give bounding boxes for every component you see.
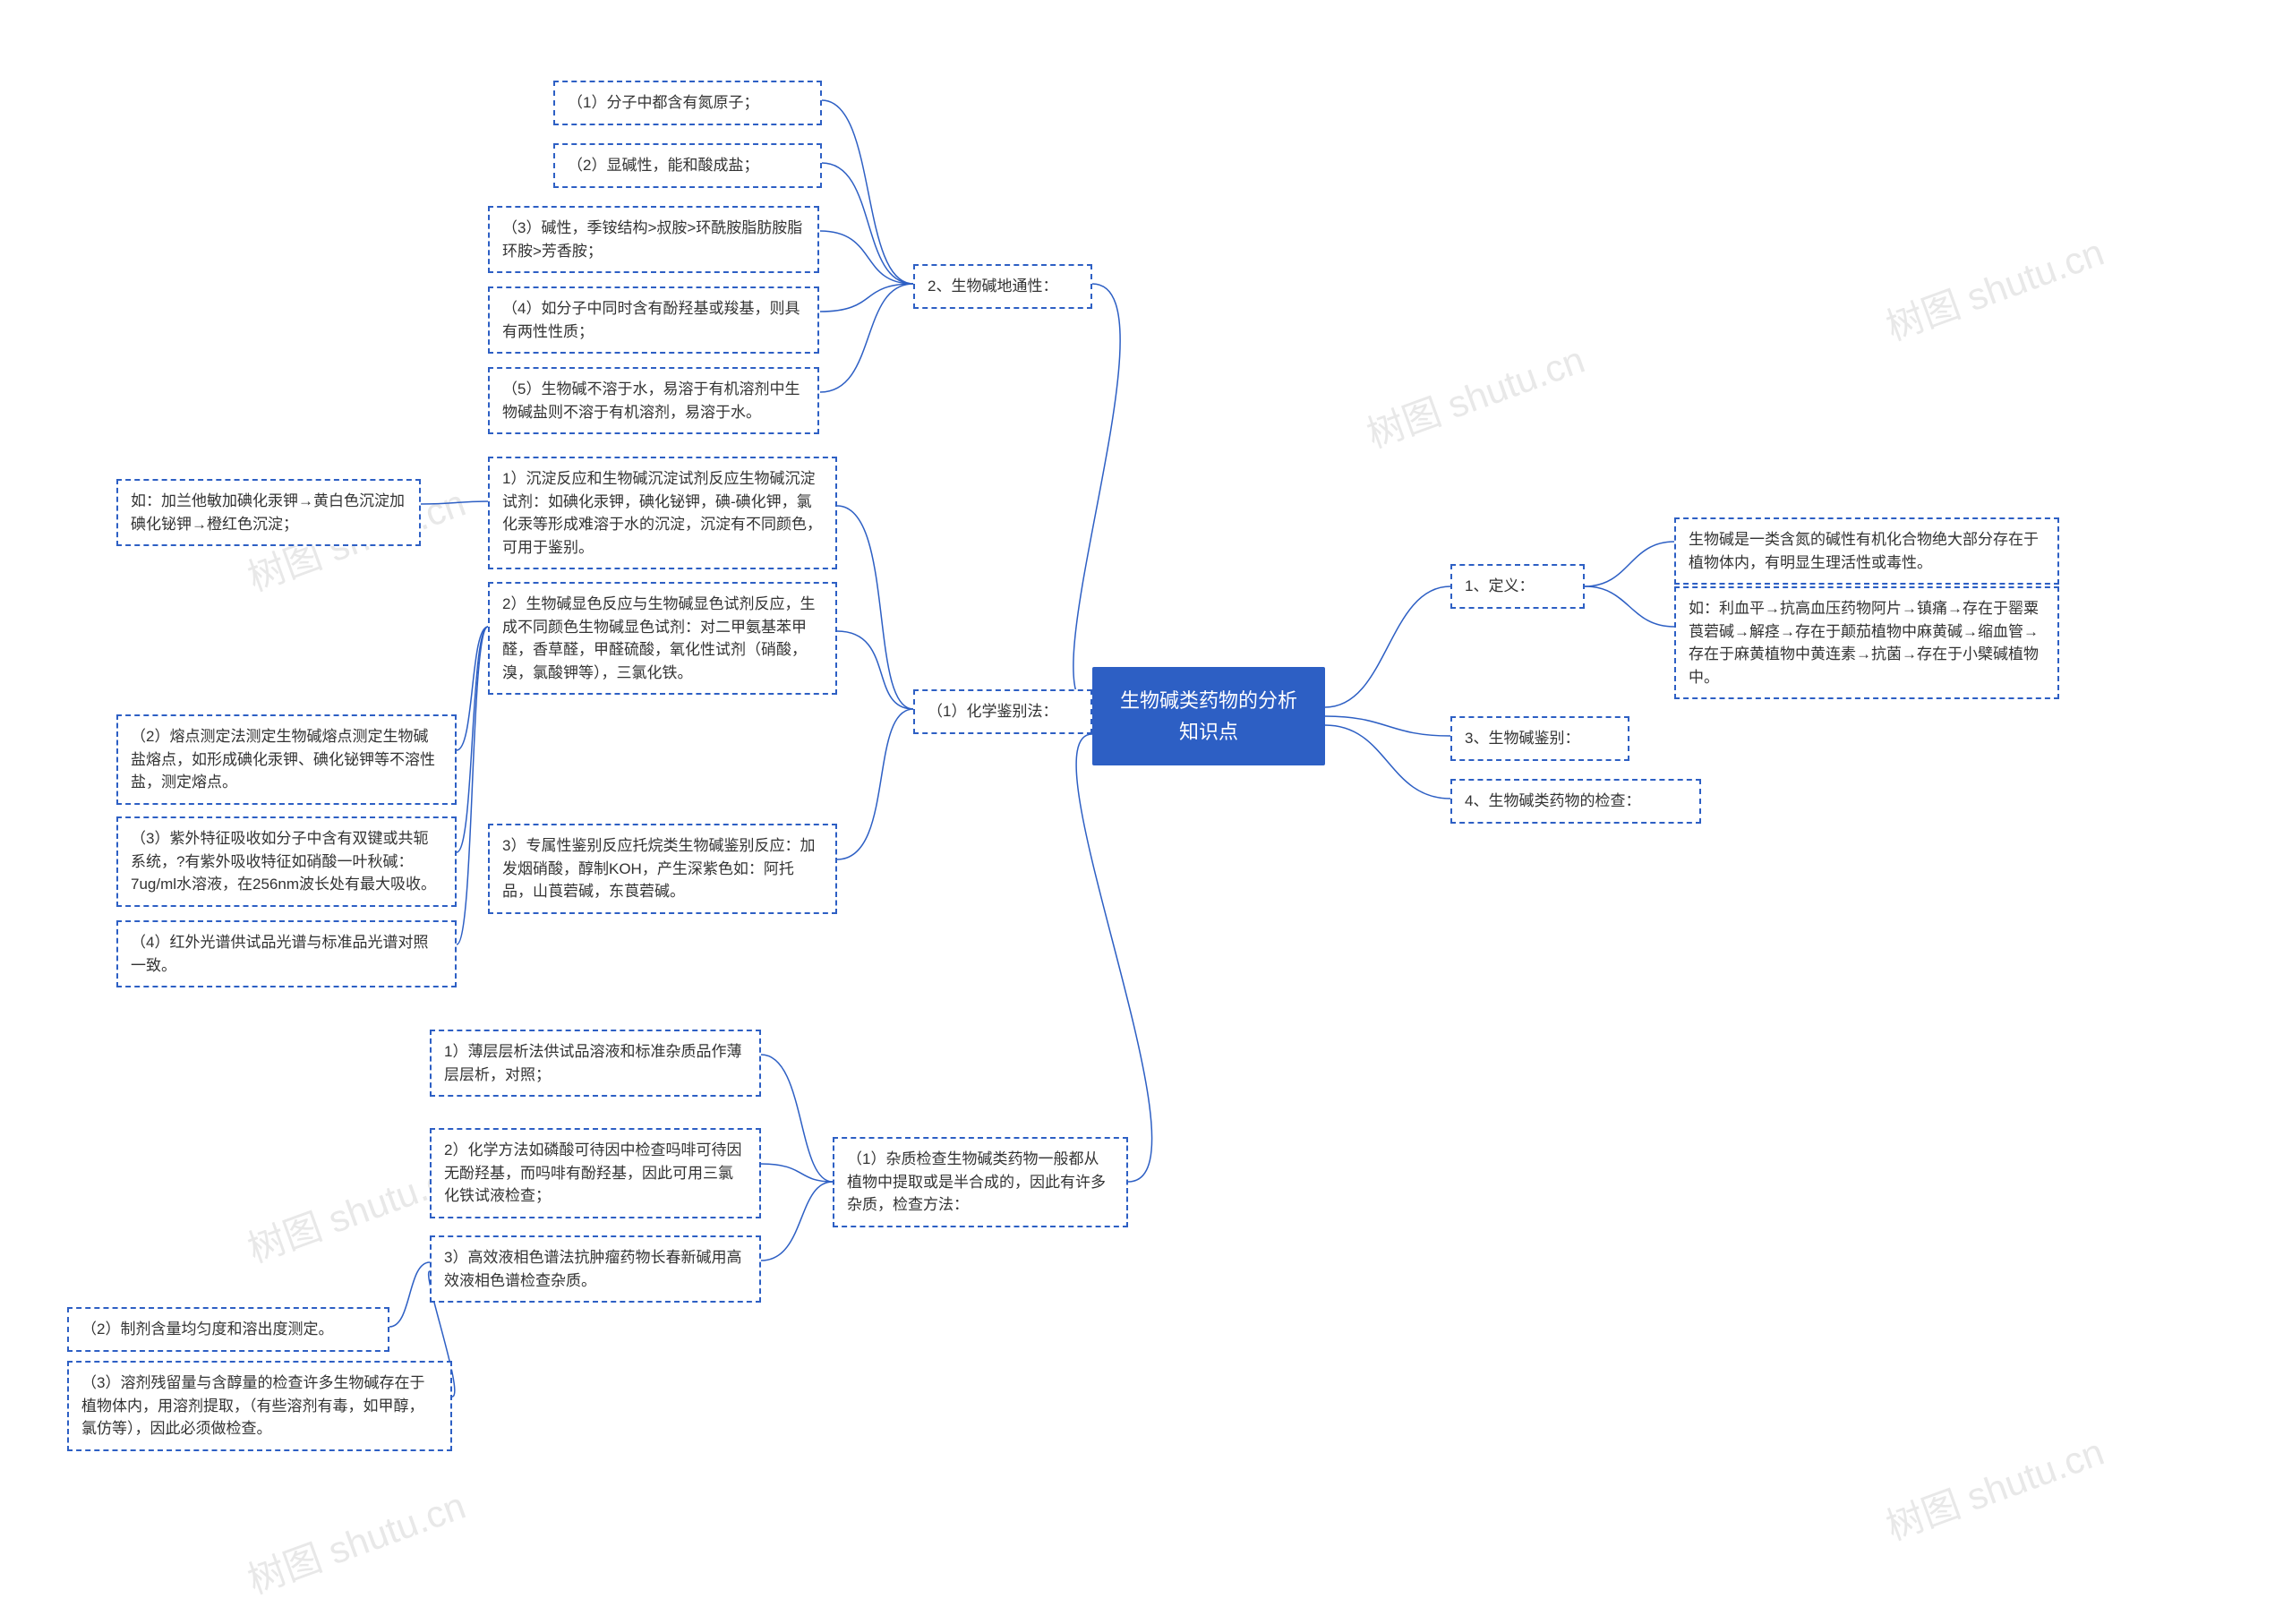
node-prop-solubility: （5）生物碱不溶于水，易溶于有机溶剂中生物碱盐则不溶于有机溶剂，易溶于水。 xyxy=(488,367,819,434)
node-identification: 3、生物碱鉴别： xyxy=(1450,716,1629,761)
node-properties: 2、生物碱地通性： xyxy=(913,264,1092,309)
node-prop-nitrogen: （1）分子中都含有氮原子； xyxy=(553,81,822,125)
node-chem-specific: 3）专属性鉴别反应托烷类生物碱鉴别反应：加发烟硝酸，醇制KOH，产生深紫色如：阿… xyxy=(488,824,837,914)
node-inspection: 4、生物碱类药物的检查： xyxy=(1450,779,1701,824)
node-impurity: （1）杂质检查生物碱类药物一般都从植物中提取或是半合成的，因此有许多杂质，检查方… xyxy=(833,1137,1128,1227)
node-prop-basic: （2）显碱性，能和酸成盐； xyxy=(553,143,822,188)
node-definition-text1: 生物碱是一类含氮的碱性有机化合物绝大部分存在于植物体内，有明显生理活性或毒性。 xyxy=(1674,517,2059,585)
node-meltingpoint: （2）熔点测定法测定生物碱熔点测定生物碱盐熔点，如形成碘化汞钾、碘化铋钾等不溶性… xyxy=(116,714,457,805)
node-impurity-tlc: 1）薄层层析法供试品溶液和标准杂质品作薄层层析，对照； xyxy=(430,1030,761,1097)
node-chem-precip-example: 如：加兰他敏加碘化汞钾→黄白色沉淀加碘化铋钾→橙红色沉淀； xyxy=(116,479,421,546)
node-prep: （2）制剂含量均匀度和溶出度测定。 xyxy=(67,1307,389,1352)
node-uv: （3）紫外特征吸收如分子中含有双键或共轭系统，?有紫外吸收特征如硝酸一叶秋碱：7… xyxy=(116,816,457,907)
node-impurity-chem: 2）化学方法如磷酸可待因中检查吗啡可待因无酚羟基，而吗啡有酚羟基，因此可用三氯化… xyxy=(430,1128,761,1218)
node-ir: （4）红外光谱供试品光谱与标准品光谱对照一致。 xyxy=(116,920,457,987)
node-prop-amphoteric: （4）如分子中同时含有酚羟基或羧基，则具有两性性质； xyxy=(488,286,819,354)
node-prop-basicity-order: （3）碱性，季铵结构>叔胺>环酰胺脂肪胺脂环胺>芳香胺； xyxy=(488,206,819,273)
node-chemical-id: （1）化学鉴别法： xyxy=(913,689,1092,734)
node-definition-text2: 如：利血平→抗高血压药物阿片→镇痛→存在于罂粟莨菪碱→解痉→存在于颠茄植物中麻黄… xyxy=(1674,586,2059,699)
node-impurity-hplc: 3）高效液相色谱法抗肿瘤药物长春新碱用高效液相色谱检查杂质。 xyxy=(430,1235,761,1303)
node-definition: 1、定义： xyxy=(1450,564,1585,609)
node-chem-color: 2）生物碱显色反应与生物碱显色试剂反应，生成不同颜色生物碱显色试剂：对二甲氨基苯… xyxy=(488,582,837,695)
node-chem-precipitation: 1）沉淀反应和生物碱沉淀试剂反应生物碱沉淀试剂：如碘化汞钾，碘化铋钾，碘-碘化钾… xyxy=(488,457,837,569)
node-solvent-residue: （3）溶剂残留量与含醇量的检查许多生物碱存在于植物体内，用溶剂提取，（有些溶剂有… xyxy=(67,1361,452,1451)
root-node: 生物碱类药物的分析知识点 xyxy=(1092,667,1325,765)
